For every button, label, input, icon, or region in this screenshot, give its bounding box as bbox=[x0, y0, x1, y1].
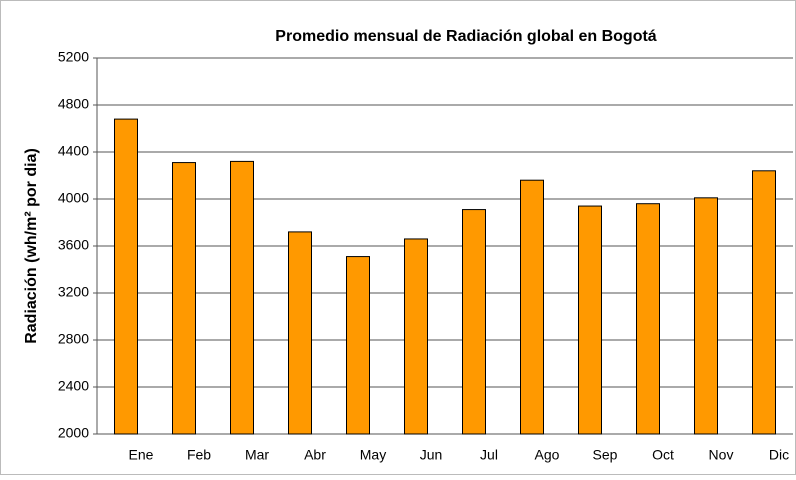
y-tick-label: 2800 bbox=[58, 331, 89, 347]
x-tick-label: Jul bbox=[480, 447, 498, 463]
bar bbox=[752, 170, 776, 435]
x-tick-label: Nov bbox=[709, 447, 734, 463]
y-tick-label: 2000 bbox=[58, 425, 89, 441]
x-tick-label: Ago bbox=[535, 447, 560, 463]
bar bbox=[462, 209, 486, 435]
y-tick-label: 2400 bbox=[58, 378, 89, 394]
bar bbox=[230, 160, 254, 435]
bar bbox=[288, 231, 312, 435]
x-tick-label: Jun bbox=[420, 447, 443, 463]
y-tick-label: 3200 bbox=[58, 284, 89, 300]
y-tick-label: 4400 bbox=[58, 143, 89, 159]
bar bbox=[114, 118, 138, 435]
bar bbox=[172, 162, 196, 435]
x-tick-label: Feb bbox=[187, 447, 211, 463]
y-tick-label: 5200 bbox=[58, 49, 89, 65]
y-tick-label: 4000 bbox=[58, 190, 89, 206]
bar bbox=[404, 238, 428, 435]
x-tick-label: May bbox=[360, 447, 386, 463]
bar bbox=[346, 256, 370, 435]
x-tick-label: Dic bbox=[769, 447, 789, 463]
bar bbox=[694, 197, 718, 435]
bar bbox=[520, 179, 544, 435]
x-tick-label: Sep bbox=[593, 447, 618, 463]
x-tick-label: Mar bbox=[245, 447, 269, 463]
x-tick-label: Ene bbox=[129, 447, 154, 463]
chart-title: Promedio mensual de Radiación global en … bbox=[275, 28, 656, 45]
y-tick-label: 4800 bbox=[58, 96, 89, 112]
y-axis-label: Radiación (wh/m² por dia) bbox=[23, 148, 40, 344]
x-tick-label: Oct bbox=[652, 447, 674, 463]
x-tick-label: Abr bbox=[304, 447, 326, 463]
bar bbox=[636, 203, 660, 435]
bar bbox=[578, 205, 602, 435]
y-tick-label: 3600 bbox=[58, 237, 89, 253]
